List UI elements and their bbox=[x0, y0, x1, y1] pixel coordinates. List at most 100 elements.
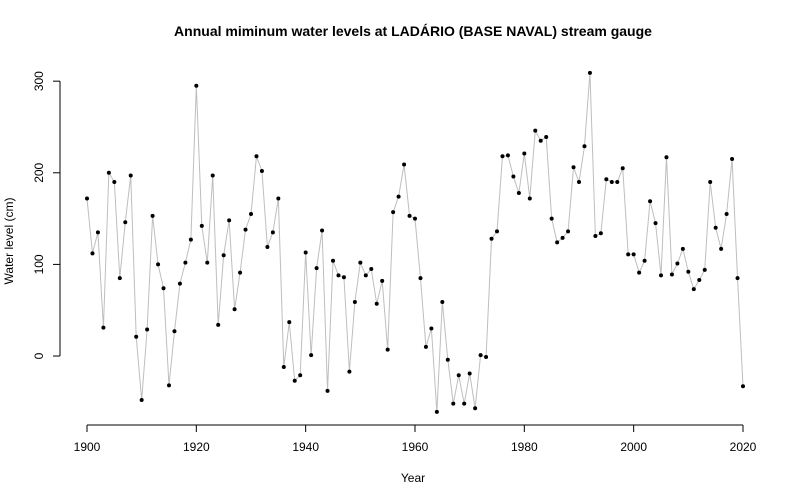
x-tick-label: 1980 bbox=[511, 440, 538, 454]
x-tick-label: 1920 bbox=[183, 440, 210, 454]
data-point bbox=[456, 373, 461, 378]
data-point bbox=[402, 162, 407, 167]
data-point bbox=[680, 246, 685, 251]
y-tick-label: 100 bbox=[32, 254, 46, 274]
x-axis-label: Year bbox=[401, 471, 425, 485]
data-point bbox=[484, 354, 489, 359]
y-tick-label: 300 bbox=[32, 71, 46, 91]
data-point bbox=[522, 151, 527, 156]
data-point bbox=[139, 398, 144, 403]
data-point bbox=[609, 179, 614, 184]
data-point bbox=[533, 128, 538, 133]
data-point bbox=[560, 235, 565, 240]
data-point bbox=[194, 83, 199, 88]
data-point bbox=[259, 168, 264, 173]
data-point bbox=[101, 325, 106, 330]
data-point bbox=[598, 231, 603, 236]
data-point bbox=[320, 228, 325, 233]
series-line bbox=[86, 72, 744, 412]
data-point bbox=[423, 344, 428, 349]
data-point bbox=[604, 177, 609, 182]
data-point bbox=[653, 221, 658, 226]
data-point bbox=[341, 275, 346, 280]
data-point bbox=[675, 261, 680, 266]
data-point bbox=[123, 220, 128, 225]
data-point bbox=[659, 273, 663, 278]
data-point bbox=[292, 378, 297, 383]
data-points bbox=[85, 70, 745, 414]
data-point bbox=[85, 196, 89, 201]
data-point bbox=[669, 272, 674, 277]
data-point bbox=[648, 199, 653, 204]
data-point bbox=[265, 245, 270, 249]
data-point bbox=[221, 253, 226, 258]
data-point bbox=[270, 230, 275, 235]
data-point bbox=[232, 307, 237, 312]
data-point bbox=[637, 270, 642, 275]
data-point bbox=[145, 327, 150, 332]
data-point bbox=[161, 286, 166, 291]
data-point bbox=[172, 329, 177, 334]
data-point bbox=[511, 174, 516, 179]
data-point bbox=[713, 225, 718, 230]
data-point bbox=[555, 240, 560, 245]
x-axis: 1900 1920 1940 1960 1980 2000 2020 bbox=[74, 424, 757, 454]
data-point bbox=[298, 373, 303, 378]
data-point bbox=[577, 179, 581, 184]
y-tick-label: 0 bbox=[32, 352, 46, 359]
data-point bbox=[691, 287, 696, 292]
data-point bbox=[429, 326, 434, 331]
data-point bbox=[626, 252, 631, 257]
data-point bbox=[216, 322, 221, 327]
data-point bbox=[566, 229, 571, 234]
data-point bbox=[156, 262, 161, 267]
data-point bbox=[664, 155, 669, 160]
data-point bbox=[205, 260, 210, 265]
data-point bbox=[544, 135, 549, 140]
data-point bbox=[396, 194, 401, 199]
data-point bbox=[95, 230, 100, 235]
data-point bbox=[451, 401, 456, 406]
data-point bbox=[188, 237, 193, 242]
data-point bbox=[620, 166, 625, 171]
data-point bbox=[413, 216, 417, 221]
data-point bbox=[702, 267, 707, 272]
data-point bbox=[352, 299, 357, 304]
y-axis-label: Water level (cm) bbox=[2, 198, 16, 285]
data-point bbox=[642, 258, 647, 263]
data-point bbox=[150, 213, 155, 218]
data-point bbox=[686, 269, 691, 274]
y-axis: 0 100 200 300 bbox=[32, 71, 61, 359]
data-point bbox=[210, 173, 215, 178]
data-point bbox=[183, 260, 188, 265]
data-point bbox=[500, 154, 505, 159]
x-tick-label: 1900 bbox=[74, 440, 101, 454]
data-point bbox=[489, 236, 494, 241]
data-point bbox=[177, 281, 182, 286]
data-point bbox=[358, 260, 363, 265]
data-point bbox=[238, 270, 243, 275]
x-tick-label: 2020 bbox=[730, 440, 757, 454]
data-point bbox=[724, 212, 729, 217]
data-point bbox=[538, 138, 543, 143]
data-point bbox=[347, 369, 352, 374]
data-point bbox=[697, 277, 702, 282]
data-point bbox=[369, 266, 374, 271]
y-tick-label: 200 bbox=[32, 162, 46, 182]
data-point bbox=[249, 212, 253, 217]
data-point bbox=[587, 70, 592, 75]
data-point bbox=[90, 251, 95, 256]
data-point bbox=[505, 153, 510, 158]
data-point bbox=[391, 210, 396, 215]
data-point bbox=[527, 196, 532, 201]
data-point bbox=[112, 179, 117, 184]
data-point bbox=[708, 179, 713, 184]
data-point bbox=[331, 258, 335, 263]
data-point bbox=[462, 401, 467, 406]
data-point bbox=[325, 388, 330, 393]
data-point bbox=[440, 299, 445, 304]
x-tick-label: 1960 bbox=[402, 440, 429, 454]
data-point bbox=[363, 273, 368, 278]
data-point bbox=[380, 278, 385, 283]
data-point bbox=[303, 250, 308, 255]
